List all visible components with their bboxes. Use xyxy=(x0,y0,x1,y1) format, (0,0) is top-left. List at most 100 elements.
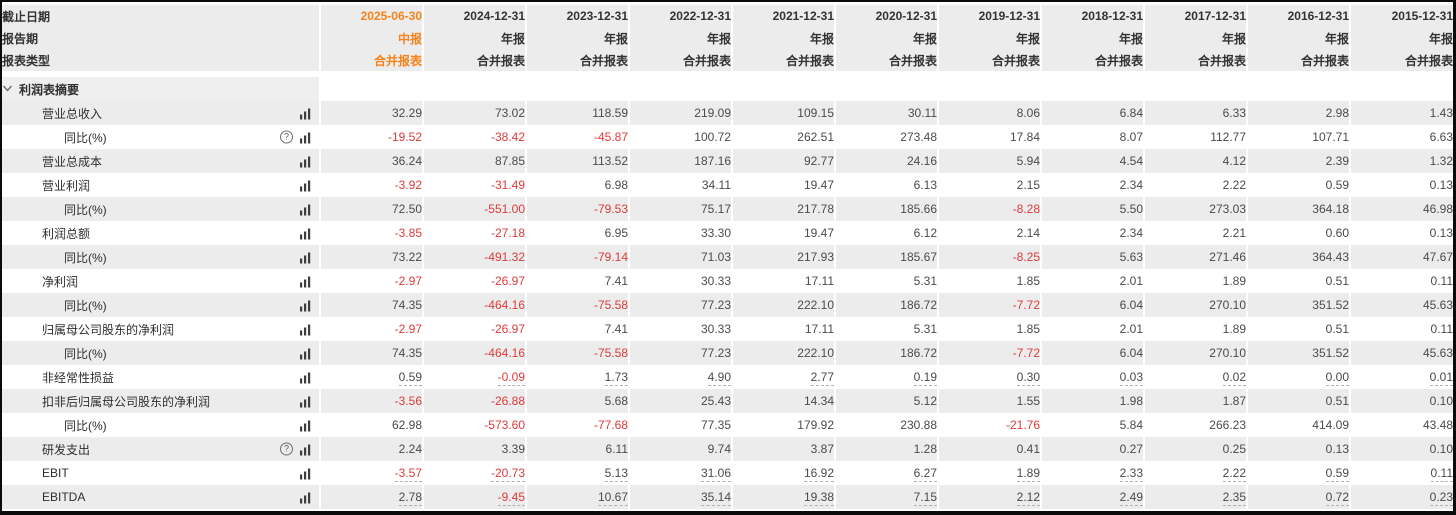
bar-chart-icon[interactable] xyxy=(299,155,312,168)
section-empty-cell xyxy=(834,77,938,101)
metric-label: EBIT xyxy=(42,466,69,480)
value-text: 5.94 xyxy=(1016,154,1040,168)
value-cell: 1.32 xyxy=(1349,149,1453,173)
section-empty-cell xyxy=(422,77,526,101)
value-text: -77.68 xyxy=(593,418,628,432)
value-text: 2.34 xyxy=(1119,178,1143,192)
header-cell: 2021-12-31 xyxy=(731,5,835,27)
header-cell: 年报 xyxy=(525,27,629,49)
bar-chart-icon[interactable] xyxy=(299,299,312,312)
metric-icons xyxy=(299,419,312,432)
metric-label-cell: 同比(%)? xyxy=(2,125,321,149)
value-text: 185.67 xyxy=(900,250,937,264)
value-cell: 2.34 xyxy=(1040,221,1144,245)
value-text: 2.01 xyxy=(1119,322,1143,336)
value-text: -45.87 xyxy=(593,130,628,144)
bar-chart-icon[interactable] xyxy=(299,323,312,336)
bar-chart-icon[interactable] xyxy=(299,395,312,408)
value-cell: 17.11 xyxy=(731,269,835,293)
bar-chart-icon[interactable] xyxy=(299,491,312,504)
bar-chart-icon[interactable] xyxy=(299,443,312,456)
value-cell: 262.51 xyxy=(731,125,835,149)
value-cell: 2.78 xyxy=(319,485,423,509)
metric-label: 净利润 xyxy=(42,274,79,289)
value-cell: 1.55 xyxy=(937,389,1041,413)
value-cell: 5.31 xyxy=(834,317,938,341)
metric-row: 同比(%) 72.50 -551.00 -79.53 75.17 217.78 185.66… xyxy=(2,197,1453,221)
metric-label-cell: EBIT xyxy=(2,461,321,485)
value-cell: 73.02 xyxy=(422,101,526,125)
value-cell: 17.84 xyxy=(937,125,1041,149)
bar-chart-icon[interactable] xyxy=(299,203,312,216)
metric-label: EBITDA xyxy=(42,490,86,504)
value-text: 17.84 xyxy=(1009,130,1040,144)
bar-chart-icon[interactable] xyxy=(299,467,312,480)
value-text: 25.43 xyxy=(700,394,731,408)
value-text: 0.27 xyxy=(1119,442,1143,456)
bar-chart-icon[interactable] xyxy=(299,251,312,264)
value-cell: 0.41 xyxy=(937,437,1041,461)
header-cell: 年报 xyxy=(937,27,1041,49)
value-text: 5.31 xyxy=(913,322,937,336)
value-cell: 270.10 xyxy=(1143,341,1247,365)
bar-chart-icon[interactable] xyxy=(299,107,312,120)
value-text: 7.41 xyxy=(604,274,628,288)
metric-label-cell: 研发支出? xyxy=(2,437,321,461)
help-icon[interactable]: ? xyxy=(280,442,293,456)
value-cell: 113.52 xyxy=(525,149,629,173)
section-header[interactable]: 利润表摘要 xyxy=(2,77,321,101)
value-text: 73.02 xyxy=(494,106,525,120)
value-cell: -75.58 xyxy=(525,341,629,365)
value-cell: -9.45 xyxy=(422,485,526,509)
value-cell: -2.97 xyxy=(319,317,423,341)
bar-chart-icon[interactable] xyxy=(299,131,312,144)
value-text: 414.09 xyxy=(1312,418,1349,432)
header-row-label: 截止日期 xyxy=(2,5,321,27)
value-text: 0.13 xyxy=(1429,226,1453,240)
value-cell: 45.63 xyxy=(1349,341,1453,365)
value-cell: 24.16 xyxy=(834,149,938,173)
value-text: 0.25 xyxy=(1222,442,1246,456)
value-text: 0.72 xyxy=(1325,490,1349,506)
metric-icons xyxy=(299,227,312,240)
metric-row: 同比(%)? -19.52 -38.42 -45.87 100.72 262.51 273.… xyxy=(2,125,1453,149)
spacer-cell xyxy=(628,71,732,77)
value-cell: 266.23 xyxy=(1143,413,1247,437)
value-text: -19.52 xyxy=(387,130,422,144)
bar-chart-icon[interactable] xyxy=(299,227,312,240)
value-text: 4.90 xyxy=(707,370,731,386)
chevron-down-icon[interactable] xyxy=(2,82,13,96)
bar-chart-icon[interactable] xyxy=(299,371,312,384)
bar-chart-icon[interactable] xyxy=(299,179,312,192)
value-cell: 179.92 xyxy=(731,413,835,437)
value-cell: 14.34 xyxy=(731,389,835,413)
header-label-text: 截止日期 xyxy=(2,9,51,24)
bar-chart-icon[interactable] xyxy=(299,419,312,432)
bar-chart-icon[interactable] xyxy=(299,275,312,288)
value-text: -75.58 xyxy=(593,298,628,312)
value-text: 43.48 xyxy=(1422,418,1453,432)
metric-icons xyxy=(299,395,312,408)
value-text: 0.13 xyxy=(1325,442,1349,456)
value-text: -2.97 xyxy=(394,274,422,288)
header-cell: 年报 xyxy=(834,27,938,49)
value-cell: 0.51 xyxy=(1246,389,1350,413)
value-text: 5.31 xyxy=(913,274,937,288)
bar-chart-icon[interactable] xyxy=(299,347,312,360)
value-text: 75.17 xyxy=(700,202,731,216)
value-cell: 0.51 xyxy=(1246,317,1350,341)
value-text: -38.42 xyxy=(490,130,525,144)
spacer-cell xyxy=(834,71,938,77)
value-cell: 0.03 xyxy=(1040,365,1144,389)
value-text: 2.21 xyxy=(1222,226,1246,240)
value-text: 0.11 xyxy=(1430,466,1453,482)
value-cell: 2.15 xyxy=(937,173,1041,197)
value-cell: 2.98 xyxy=(1246,101,1350,125)
value-text: 71.03 xyxy=(700,250,731,264)
value-text: 17.11 xyxy=(804,274,834,288)
value-text: -20.73 xyxy=(490,466,525,482)
help-icon[interactable]: ? xyxy=(280,130,293,144)
value-text: 185.66 xyxy=(900,202,937,216)
value-text: 2.01 xyxy=(1119,274,1143,288)
value-cell: 36.24 xyxy=(319,149,423,173)
